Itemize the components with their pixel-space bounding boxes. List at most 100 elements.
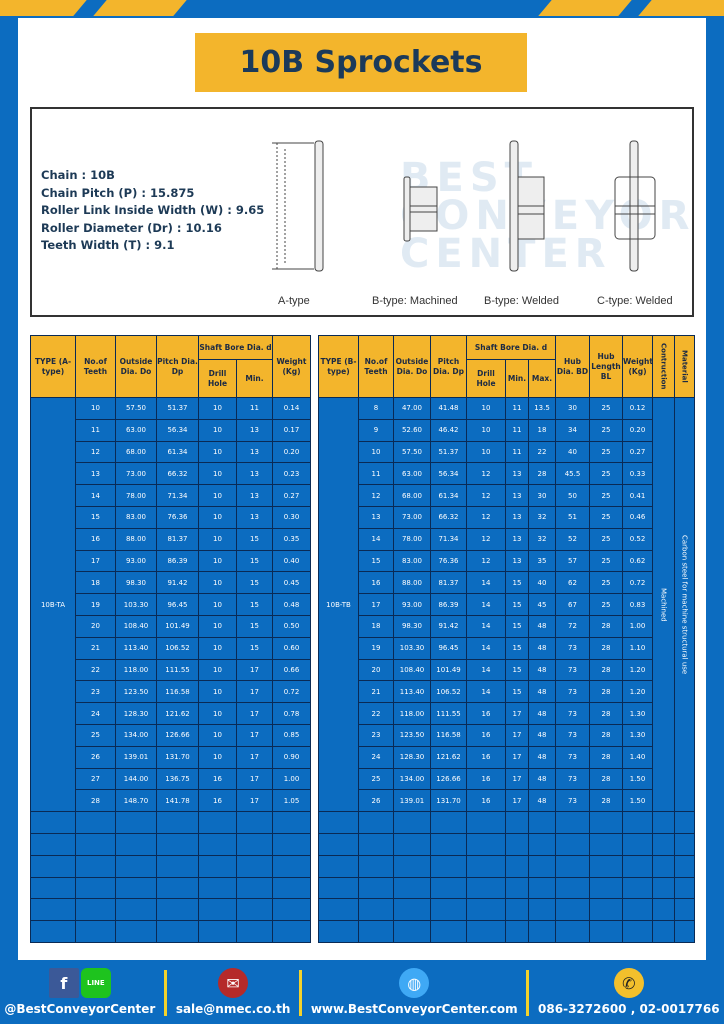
table-cell: 0.52 bbox=[622, 527, 653, 551]
table-cell: 10 bbox=[198, 614, 237, 638]
table-cell: 1.50 bbox=[622, 789, 653, 813]
empty-cell bbox=[674, 898, 695, 922]
table-cell: 73 bbox=[555, 702, 590, 725]
table-cell: 16 bbox=[466, 723, 506, 747]
empty-cell bbox=[198, 920, 237, 943]
table-cell: 17 bbox=[236, 723, 273, 747]
table-row: 21 113.40 106.52 10 15 0.60 bbox=[31, 636, 311, 660]
table-cell: 78.00 bbox=[393, 527, 431, 551]
table-cell: 128.30 bbox=[393, 745, 431, 769]
table-cell: 13.5 bbox=[528, 397, 556, 420]
empty-cell bbox=[674, 854, 695, 878]
empty-cell bbox=[198, 811, 237, 834]
table-cell: 10 bbox=[198, 680, 237, 704]
table-cell: 15 bbox=[505, 680, 529, 704]
table-cell: 116.58 bbox=[156, 680, 199, 704]
empty-cell bbox=[358, 854, 394, 878]
empty-cell bbox=[30, 854, 76, 878]
table-cell: 48 bbox=[528, 745, 556, 769]
footer-email[interactable]: ✉ sale@nmec.co.th bbox=[175, 968, 291, 1016]
table-cell: 134.00 bbox=[115, 723, 157, 747]
empty-cell bbox=[393, 854, 431, 878]
line-icon[interactable]: LINE bbox=[80, 968, 111, 998]
table-cell: 25 bbox=[358, 767, 394, 791]
empty-cell bbox=[622, 854, 653, 878]
empty-cell bbox=[30, 898, 76, 922]
footer-social[interactable]: f LINE @BestConveyorCenter bbox=[4, 968, 155, 1016]
empty-cell bbox=[318, 811, 359, 834]
table-cell: 10 bbox=[466, 397, 506, 420]
table-cell: 25 bbox=[75, 723, 116, 747]
website-link[interactable]: www.BestConveyorCenter.com bbox=[310, 1002, 518, 1016]
table-cell: 28 bbox=[589, 789, 623, 813]
table-cell: 40 bbox=[555, 440, 590, 464]
phone-numbers[interactable]: 086-3272600 , 02-0017766 bbox=[538, 1002, 720, 1016]
table-cell: 25 bbox=[589, 462, 623, 486]
table-cell: 16 bbox=[466, 789, 506, 813]
footer-phone[interactable]: ✆ 086-3272600 , 02-0017766 bbox=[538, 968, 720, 1016]
table-row: 10B-TA 10 57.50 51.37 10 11 0.14 bbox=[30, 396, 311, 813]
table-cell: 13 bbox=[236, 484, 273, 507]
table-cell: 73 bbox=[555, 789, 590, 813]
b-machined-drawing bbox=[403, 176, 438, 242]
table-cell: 17 bbox=[236, 680, 273, 704]
b-type-table: TYPE (B-type) No.of Teeth Outside Dia. D… bbox=[318, 335, 695, 943]
table-cell: 17 bbox=[505, 702, 529, 725]
table-cell: 10 bbox=[358, 440, 394, 464]
table-cell: 25 bbox=[589, 440, 623, 464]
header-teeth: No.of Teeth bbox=[75, 335, 116, 398]
table-cell: 113.40 bbox=[393, 680, 431, 704]
table-cell: 76.36 bbox=[156, 505, 199, 529]
table-cell: 12 bbox=[466, 549, 506, 573]
empty-cell bbox=[622, 876, 653, 900]
empty-cell bbox=[555, 854, 590, 878]
header-max: Max. bbox=[528, 359, 556, 398]
table-row: 24 128.30 121.62 16 17 48 73 28 1.40 bbox=[319, 745, 695, 769]
empty-cell bbox=[156, 854, 199, 878]
table-cell: 0.40 bbox=[272, 549, 311, 573]
empty-cell bbox=[75, 832, 116, 856]
empty-cell bbox=[198, 832, 237, 856]
empty-cell bbox=[393, 811, 431, 834]
empty-cell bbox=[528, 876, 556, 900]
table-cell: 0.14 bbox=[272, 397, 311, 420]
header-type: TYPE (A-type) bbox=[30, 335, 76, 398]
empty-cell bbox=[555, 832, 590, 856]
table-row: 12 68.00 61.34 12 13 30 50 25 0.41 bbox=[319, 484, 695, 507]
table-cell: 73 bbox=[555, 636, 590, 660]
table-cell: 0.46 bbox=[622, 505, 653, 529]
table-cell: 118.00 bbox=[115, 658, 157, 682]
table-cell: 96.45 bbox=[156, 593, 199, 616]
table-cell: 0.12 bbox=[622, 397, 653, 420]
table-cell: 28 bbox=[589, 614, 623, 638]
empty-cell bbox=[30, 832, 76, 856]
table-cell: 76.36 bbox=[430, 549, 467, 573]
table-cell: 1.20 bbox=[622, 680, 653, 704]
empty-cell bbox=[652, 898, 675, 922]
table-cell: 13 bbox=[505, 462, 529, 486]
table-cell: 12 bbox=[466, 484, 506, 507]
facebook-icon[interactable]: f bbox=[48, 968, 79, 998]
empty-cell bbox=[622, 920, 653, 943]
table-cell: 48 bbox=[528, 636, 556, 660]
table-cell: 40 bbox=[528, 571, 556, 595]
empty-cell bbox=[622, 898, 653, 922]
table-cell: 28 bbox=[75, 789, 116, 813]
table-cell: 15 bbox=[505, 614, 529, 638]
table-cell: 17 bbox=[236, 789, 273, 813]
empty-cell bbox=[358, 898, 394, 922]
email-link[interactable]: sale@nmec.co.th bbox=[175, 1002, 291, 1016]
empty-row bbox=[30, 920, 311, 943]
table-cell: 16 bbox=[466, 745, 506, 769]
empty-cell bbox=[156, 898, 199, 922]
empty-cell bbox=[555, 811, 590, 834]
empty-cell bbox=[430, 811, 467, 834]
table-cell: 17 bbox=[505, 745, 529, 769]
table-cell: 71.34 bbox=[430, 527, 467, 551]
empty-cell bbox=[505, 920, 529, 943]
footer-website[interactable]: ◍ www.BestConveyorCenter.com bbox=[311, 968, 518, 1016]
header-weight: Weight (Kg) bbox=[272, 335, 311, 398]
table-cell: 81.37 bbox=[156, 527, 199, 551]
table-row: 17 93.00 86.39 14 15 45 67 25 0.83 bbox=[319, 593, 695, 616]
empty-cell bbox=[236, 854, 273, 878]
